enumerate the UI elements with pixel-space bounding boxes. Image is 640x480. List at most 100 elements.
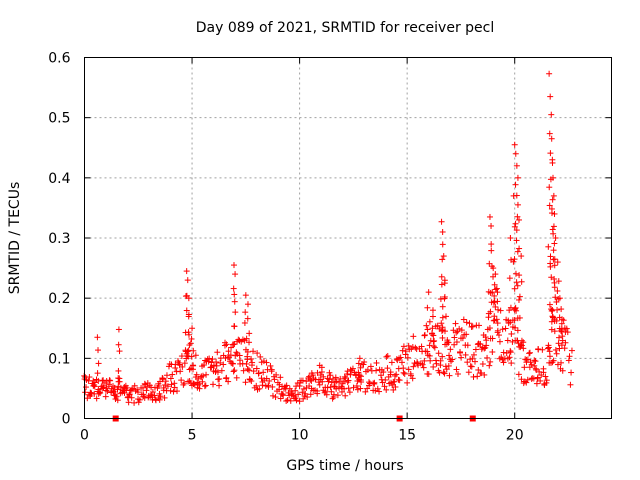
data-point	[494, 298, 501, 305]
data-point	[441, 370, 448, 377]
data-point	[430, 338, 437, 345]
data-point	[183, 268, 190, 275]
data-point	[217, 359, 224, 366]
data-point	[520, 345, 527, 352]
data-point	[283, 382, 290, 389]
data-point	[513, 237, 520, 244]
data-point	[110, 387, 117, 394]
data-point	[488, 222, 495, 229]
data-point	[357, 385, 364, 392]
data-point	[551, 279, 558, 286]
data-point	[494, 327, 501, 334]
data-point	[231, 323, 238, 330]
data-point	[314, 369, 321, 376]
data-point	[508, 330, 515, 337]
data-point	[345, 377, 352, 384]
data-point	[231, 291, 238, 298]
data-point	[333, 385, 340, 392]
data-point	[263, 359, 270, 366]
data-point	[231, 367, 238, 374]
data-point	[143, 387, 150, 394]
data-point	[540, 369, 547, 376]
data-point	[452, 320, 459, 327]
data-point	[550, 192, 557, 199]
data-point	[260, 369, 267, 376]
data-point	[218, 367, 225, 374]
data-point	[242, 292, 249, 299]
data-point	[292, 387, 299, 394]
data-point	[460, 316, 467, 323]
data-point	[539, 346, 546, 353]
data-point	[178, 377, 185, 384]
data-point	[273, 371, 280, 378]
data-point	[488, 247, 495, 254]
data-point	[383, 386, 390, 393]
data-point	[306, 373, 313, 380]
data-point	[243, 360, 250, 367]
data-point	[126, 391, 133, 398]
data-point	[446, 352, 453, 359]
data-point	[253, 365, 260, 372]
data-point	[209, 356, 216, 363]
data-point	[451, 341, 458, 348]
data-point	[465, 369, 472, 376]
data-point	[155, 382, 162, 389]
data-point	[268, 368, 275, 375]
data-point	[303, 378, 310, 385]
data-point	[550, 247, 557, 254]
data-point	[526, 349, 533, 356]
data-point	[357, 364, 364, 371]
data-point	[511, 223, 518, 230]
data-point	[486, 362, 493, 369]
data-point	[470, 373, 477, 380]
data-point	[424, 326, 431, 333]
data-point	[250, 368, 257, 375]
data-point	[468, 363, 475, 370]
data-point	[113, 393, 120, 400]
data-point	[481, 371, 488, 378]
data-point	[528, 361, 535, 368]
data-point	[269, 383, 276, 390]
data-point	[330, 391, 337, 398]
data-point	[324, 384, 331, 391]
data-point	[486, 213, 493, 220]
data-point	[384, 352, 391, 359]
data-point	[179, 363, 186, 370]
data-point	[565, 357, 572, 364]
data-point	[566, 353, 573, 360]
data-point	[409, 343, 416, 350]
data-point	[444, 337, 451, 344]
data-point	[490, 299, 497, 306]
data-point	[128, 394, 135, 401]
data-point	[518, 376, 525, 383]
data-point	[336, 379, 343, 386]
data-point	[250, 348, 257, 355]
data-point	[549, 174, 556, 181]
data-point	[549, 156, 556, 163]
data-point	[307, 376, 314, 383]
data-point	[104, 388, 111, 395]
y-tick-label: 0.3	[48, 231, 70, 247]
data-point	[246, 330, 253, 337]
data-point	[463, 319, 470, 326]
data-point	[547, 263, 554, 270]
y-tick-label: 0.2	[48, 291, 70, 307]
data-point	[269, 392, 276, 399]
data-point	[396, 377, 403, 384]
data-point	[380, 369, 387, 376]
data-point	[548, 135, 555, 142]
data-point	[554, 259, 561, 266]
data-point	[169, 371, 176, 378]
data-point	[199, 378, 206, 385]
data-point	[559, 367, 566, 374]
data-point	[496, 332, 503, 339]
data-point	[471, 358, 478, 365]
data-point	[411, 360, 418, 367]
data-point	[95, 360, 102, 367]
data-point	[199, 372, 206, 379]
data-point	[90, 382, 97, 389]
data-point	[548, 111, 555, 118]
data-point	[526, 350, 533, 357]
data-point	[521, 364, 528, 371]
data-point	[470, 351, 477, 358]
